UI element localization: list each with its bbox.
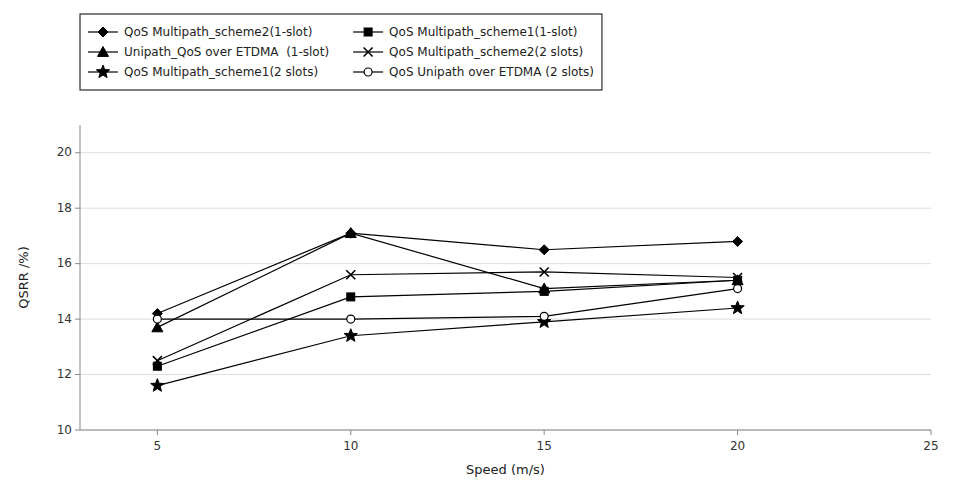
y-tick [75, 208, 80, 209]
x-tick-label: 15 [537, 439, 552, 453]
y-axis-line [80, 125, 81, 430]
data-point [346, 270, 355, 279]
data-point [732, 275, 743, 285]
legend-marker [364, 48, 373, 57]
legend-marker [98, 47, 109, 57]
data-point [540, 312, 548, 320]
y-tick [75, 152, 80, 153]
series-line [157, 233, 737, 327]
axes: 10 12 14 16 18 20 5 10 15 20 25 [57, 125, 939, 453]
x-tick-label: 25 [923, 439, 938, 453]
grid-line [80, 374, 931, 375]
data-point [345, 228, 356, 238]
x-tick-label: 5 [154, 439, 162, 453]
x-axis-line [80, 430, 931, 431]
legend-marker [96, 65, 109, 78]
legend-label: QoS Multipath_scheme2(1-slot) [124, 25, 312, 39]
data-point [540, 287, 548, 295]
x-axis-label: Speed (m/s) [466, 462, 545, 477]
y-tick-label: 20 [57, 145, 72, 159]
x-tick [544, 430, 545, 435]
x-tick [931, 430, 932, 435]
legend-marker [364, 68, 372, 76]
x-tick [350, 430, 351, 435]
data-point [734, 285, 742, 293]
y-tick-label: 14 [57, 312, 72, 326]
data-point [151, 379, 164, 392]
data-point [731, 301, 744, 314]
series-line [157, 289, 737, 320]
series [153, 285, 741, 324]
series-line [157, 272, 737, 361]
grid-line [80, 263, 931, 264]
y-tick-label: 10 [57, 423, 72, 437]
data-point [733, 273, 742, 282]
data-point [347, 293, 355, 301]
y-tick [75, 263, 80, 264]
y-tick [75, 374, 80, 375]
legend-label: QoS Unipath over ETDMA (2 slots) [389, 65, 594, 79]
chart: 10 12 14 16 18 20 5 10 15 20 25 Speed (m/s) QSRR /%)… [0, 0, 961, 492]
y-axis-label: QSRR /%) [16, 246, 31, 309]
legend-label: Unipath_QoS over ETDMA (1-slot) [124, 45, 329, 59]
series [153, 267, 742, 365]
legend-marker [364, 28, 372, 36]
legend-marker [98, 27, 108, 37]
data-point [733, 236, 743, 246]
y-tick-label: 18 [57, 201, 72, 215]
series-line [157, 280, 737, 366]
series [151, 301, 745, 391]
grid-line [80, 208, 931, 209]
grid-line [80, 152, 931, 153]
data-point [539, 245, 549, 255]
x-tick [157, 430, 158, 435]
y-tick-label: 12 [57, 367, 72, 381]
legend: QoS Multipath_scheme2(1-slot) Unipath_QoS… [80, 14, 602, 90]
x-tick [737, 430, 738, 435]
data-point [153, 356, 162, 365]
x-tick-label: 10 [343, 439, 358, 453]
x-tick-label: 20 [730, 439, 745, 453]
data-point [346, 228, 356, 238]
legend-label: QoS Multipath_scheme1(2 slots) [124, 65, 318, 79]
y-tick [75, 430, 80, 431]
y-tick-label: 16 [57, 256, 72, 270]
data-point [540, 267, 549, 276]
series [152, 228, 743, 332]
y-tick [75, 319, 80, 320]
data-point [153, 315, 161, 323]
legend-frame [80, 14, 602, 90]
data-point [347, 315, 355, 323]
legend-label: QoS Multipath_scheme1(1-slot) [389, 25, 577, 39]
grid-line [80, 430, 931, 431]
data-point [344, 329, 357, 342]
legend-label: QoS Multipath_scheme2(2 slots) [389, 45, 583, 59]
plot-area [151, 228, 745, 392]
